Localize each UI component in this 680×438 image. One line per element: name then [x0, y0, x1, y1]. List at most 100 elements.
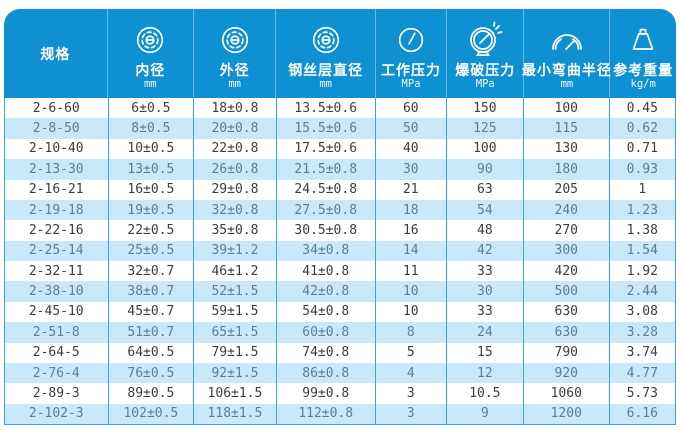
- column-label: 工作压力: [381, 62, 442, 78]
- cell-wire-layer-diameter: 99±0.8: [275, 383, 375, 404]
- cell-inner-diameter: 8±0.5: [107, 118, 194, 139]
- cell-wire-layer-diameter: 27.5±0.8: [275, 199, 375, 221]
- cell-wire-layer-diameter: 86±0.8: [275, 362, 375, 384]
- column-unit: kg/m: [630, 78, 656, 90]
- cell-spec: 2-51-8: [32, 324, 80, 340]
- cell-reference-weight: 0.71: [608, 138, 675, 160]
- cell-spec: 2-76-4: [32, 365, 80, 381]
- table-row: 2-16-21 16±0.5 29±0.8 24.5±0.8 21 63 205 1: [5, 179, 675, 200]
- cell-min-bend-radius: 115: [522, 118, 609, 139]
- cell-reference-weight: 0.62: [608, 118, 675, 139]
- cell-wire-layer-diameter: 34±0.8: [275, 240, 375, 261]
- cell-wire-layer-diameter: 42±0.8: [275, 281, 375, 302]
- pressure-gauge-icon: [394, 20, 428, 60]
- column-unit: mm: [560, 78, 574, 90]
- column-header-working-pressure: 工作压力 MPa: [374, 9, 446, 98]
- cell-min-bend-radius: 240: [522, 199, 609, 221]
- table-row: 2-10-40 10±0.5 22±0.8 17.5±0.6 40 100 130 0.71: [5, 138, 675, 160]
- cell-reference-weight: 2.44: [608, 281, 675, 302]
- cell-inner-diameter: 45±0.7: [107, 301, 194, 323]
- table-row: 2-32-11 32±0.7 46±1.2 41±0.8 11 33 420 1.92: [5, 261, 675, 282]
- column-label: 外径: [219, 62, 250, 78]
- cell-inner-diameter: 89±0.5: [107, 383, 194, 404]
- cell-min-bend-radius: 420: [522, 261, 609, 282]
- column-label: 最小弯曲半径: [521, 62, 612, 78]
- table-row: 2-45-10 45±0.7 59±1.5 54±0.8 10 33 630 3.08: [5, 301, 675, 323]
- column-header-outer-diameter: 外径 mm: [192, 9, 276, 98]
- cell-outer-diameter: 35±0.8: [193, 220, 275, 241]
- cell-outer-diameter: 59±1.5: [193, 301, 275, 323]
- cell-min-bend-radius: 205: [522, 179, 609, 200]
- table-row: 2-76-4 76±0.5 92±1.5 86±0.8 4 12 920 4.77: [5, 362, 675, 384]
- cell-wire-layer-diameter: 74±0.8: [275, 342, 375, 363]
- cell-burst-pressure: 150: [445, 98, 523, 119]
- cell-reference-weight: 0.93: [608, 159, 675, 180]
- cell-spec: 2-19-18: [28, 202, 84, 218]
- column-header-spec: 规格: [4, 9, 107, 98]
- table-row: 2-64-5 64±0.5 79±1.5 74±0.8 5 15 790 3.74: [5, 342, 675, 363]
- cell-burst-pressure: 12: [445, 362, 523, 384]
- cell-inner-diameter: 76±0.5: [107, 362, 194, 384]
- cell-inner-diameter: 22±0.5: [107, 220, 194, 241]
- cell-burst-pressure: 10.5: [445, 383, 523, 404]
- cell-min-bend-radius: 130: [522, 138, 609, 160]
- cell-wire-layer-diameter: 17.5±0.6: [275, 138, 375, 160]
- cell-burst-pressure: 33: [445, 261, 523, 282]
- cell-inner-diameter: 102±0.5: [107, 403, 194, 424]
- column-label: 参考重量: [613, 62, 674, 78]
- cell-reference-weight: 3.74: [608, 342, 675, 363]
- cell-min-bend-radius: 920: [522, 362, 609, 384]
- column-unit: mm: [228, 78, 241, 90]
- column-header-reference-weight: 参考重量 kg/m: [609, 9, 676, 98]
- column-header-inner-diameter: 内径 mm: [106, 9, 193, 98]
- cell-spec: 2-89-3: [32, 385, 80, 401]
- table-row: 2-22-16 22±0.5 35±0.8 30.5±0.8 16 48 270 1.38: [5, 220, 675, 241]
- cell-reference-weight: 1.54: [608, 240, 675, 261]
- cell-burst-pressure: 90: [445, 159, 523, 180]
- table-row: 2-25-14 25±0.5 39±1.2 34±0.8 14 42 300 1.54: [5, 240, 675, 261]
- cell-min-bend-radius: 790: [522, 342, 609, 363]
- column-unit: MPa: [401, 78, 421, 90]
- cell-working-pressure: 3: [374, 383, 446, 404]
- cell-wire-layer-diameter: 30.5±0.8: [275, 220, 375, 241]
- table-row: 2-38-10 38±0.7 52±1.5 42±0.8 10 30 500 2.44: [5, 281, 675, 302]
- column-header-min-bend-radius: 最小弯曲半径 mm: [521, 9, 612, 98]
- cell-outer-diameter: 29±0.8: [193, 179, 275, 200]
- cell-min-bend-radius: 1060: [522, 383, 609, 404]
- cell-wire-layer-diameter: 41±0.8: [275, 261, 375, 282]
- cell-outer-diameter: 22±0.8: [193, 138, 275, 160]
- cell-min-bend-radius: 270: [522, 220, 609, 241]
- cell-spec: 2-13-30: [28, 161, 84, 177]
- cell-working-pressure: 30: [374, 159, 446, 180]
- cell-working-pressure: 50: [374, 118, 446, 139]
- cell-wire-layer-diameter: 112±0.8: [275, 403, 375, 424]
- cell-working-pressure: 11: [374, 261, 446, 282]
- cell-spec: 2-102-3: [28, 406, 84, 422]
- cell-reference-weight: 1.92: [608, 261, 675, 282]
- cell-outer-diameter: 26±0.8: [193, 159, 275, 180]
- hose-cross-section-icon: [133, 20, 167, 60]
- cell-reference-weight: 3.28: [608, 322, 675, 343]
- cell-working-pressure: 40: [374, 138, 446, 160]
- cell-inner-diameter: 16±0.5: [107, 179, 194, 200]
- column-label: 爆破压力: [455, 62, 516, 78]
- column-label: 规格: [40, 45, 71, 62]
- cell-inner-diameter: 38±0.7: [107, 281, 194, 302]
- cell-outer-diameter: 46±1.2: [193, 261, 275, 282]
- cell-burst-pressure: 24: [445, 322, 523, 343]
- cell-outer-diameter: 79±1.5: [193, 342, 275, 363]
- cell-reference-weight: 1.38: [608, 220, 675, 241]
- cell-working-pressure: 14: [374, 240, 446, 261]
- table-row: 2-6-60 6±0.5 18±0.8 13.5±0.6 60 150 100 0.45: [5, 98, 675, 119]
- cell-min-bend-radius: 630: [522, 322, 609, 343]
- cell-wire-layer-diameter: 15.5±0.6: [275, 118, 375, 139]
- cell-inner-diameter: 51±0.7: [107, 322, 194, 343]
- cell-burst-pressure: 9: [445, 403, 523, 424]
- column-label: 内径: [135, 62, 166, 78]
- cell-working-pressure: 10: [374, 301, 446, 323]
- cell-burst-pressure: 30: [445, 281, 523, 302]
- cell-reference-weight: 1: [608, 179, 675, 200]
- column-unit: mm: [143, 78, 157, 90]
- cell-spec: 2-8-50: [32, 121, 80, 137]
